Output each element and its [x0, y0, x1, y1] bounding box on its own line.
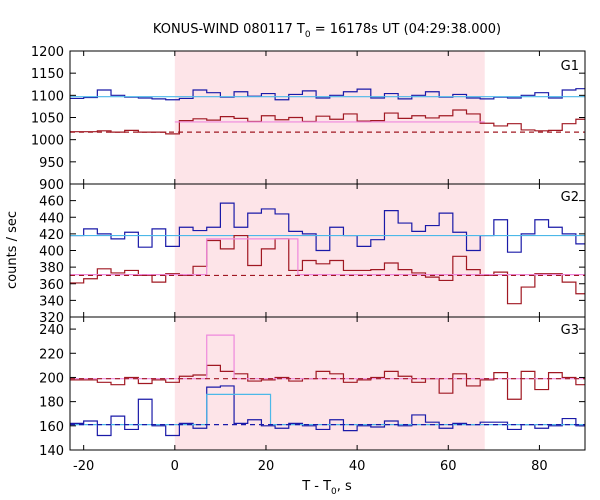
panel-frame [69, 316, 586, 451]
panel-series-group [70, 88, 585, 135]
y-tick-label: 440 [39, 211, 64, 226]
y-tick-label: 400 [39, 245, 64, 260]
y-tick-label: 950 [39, 156, 64, 171]
x-axis-title: T - T0, s [301, 479, 352, 497]
tick-label-layer: -20 0 20 40 60 80 900 950 1000 1050 1100 1150 1200 32… [31, 45, 548, 474]
x-tick-label: 0 [171, 459, 179, 474]
y-tick-label: 340 [39, 294, 64, 309]
x-tick-label: 60 [440, 459, 457, 474]
y-axis-title: counts / sec [5, 211, 20, 289]
y-tick-label: 200 [39, 371, 64, 386]
chart-title: KONUS-WIND 080117 T0 = 16178s UT (04:29:… [153, 22, 501, 40]
y-tick-label: 220 [39, 347, 64, 362]
y-tick-label: 1000 [31, 134, 64, 149]
y-tick-label: 420 [39, 228, 64, 243]
panel-series-group [70, 334, 585, 437]
y-tick-label: 320 [39, 311, 64, 326]
y-tick-label: 460 [39, 195, 64, 210]
panel-label-g3: G3 [561, 323, 579, 338]
series-red_hist-step [70, 234, 585, 305]
y-tick-label: 380 [39, 261, 64, 276]
panel-label-g1: G1 [561, 59, 579, 74]
series-pink_fit-step [70, 238, 585, 276]
series-pink_fit-step [70, 334, 585, 380]
series-red_hist-step [70, 364, 585, 400]
panel-frame-layer [69, 50, 586, 451]
y-tick-label: 1200 [31, 45, 64, 60]
y-tick-label: 1050 [31, 112, 64, 127]
y-tick-label: 1150 [31, 67, 64, 82]
x-tick-label: 20 [258, 459, 275, 474]
series-blue_hist-step [70, 385, 585, 437]
y-tick-label: 140 [39, 444, 64, 459]
series-layer [70, 88, 585, 437]
y-tick-label: 360 [39, 278, 64, 293]
x-tick-label: -20 [73, 459, 94, 474]
y-tick-label: 160 [39, 420, 64, 435]
y-tick-label: 180 [39, 396, 64, 411]
panel-label-g2: G2 [561, 190, 579, 205]
series-blue_hist-step [70, 202, 585, 253]
panel-series-group [70, 202, 585, 305]
x-tick-label: 80 [531, 459, 548, 474]
x-tick-label: 40 [349, 459, 366, 474]
series-red_hist-step [70, 109, 585, 135]
y-tick-label: 1100 [31, 89, 64, 104]
y-tick-label: 240 [39, 323, 64, 338]
y-tick-label: 900 [39, 178, 64, 193]
